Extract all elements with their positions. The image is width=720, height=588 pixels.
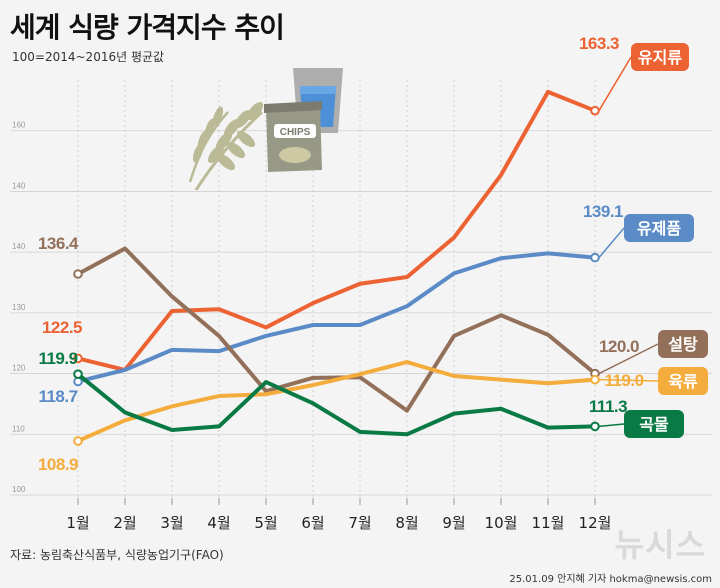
series-name-label: 육류	[668, 372, 698, 391]
series-설탕: 136.4 120.0 설탕	[38, 234, 708, 413]
x-tick-label: 11월	[532, 514, 565, 532]
x-axis-labels: 1월 2월 3월 4월 5월 6월 7월 8월 9월 10월 11월 12월	[66, 514, 611, 532]
y-tick-label: 120	[12, 364, 26, 373]
y-tick-label: 100	[12, 485, 26, 494]
start-value-label: 122.5	[42, 318, 82, 337]
series-name-label: 유제품	[637, 219, 681, 238]
x-tick-label: 4월	[207, 514, 230, 532]
y-tick-label: 140	[12, 242, 26, 251]
leader-line	[598, 423, 625, 428]
series-name-badge	[624, 214, 694, 242]
data-point	[590, 374, 600, 385]
series-유지류: 122.5 163.3 유지류	[42, 34, 689, 372]
series-name-badge	[658, 367, 708, 395]
data-point	[590, 252, 600, 263]
leader-line	[598, 56, 632, 112]
y-tick-label: 140	[12, 181, 26, 190]
y-tick-label: 130	[12, 303, 26, 312]
end-value-label: 111.3	[589, 397, 627, 416]
series-line	[76, 372, 597, 437]
series-line	[76, 251, 597, 384]
start-value-label: 119.9	[38, 349, 77, 368]
leader-line	[598, 378, 659, 382]
start-value-label: 108.9	[38, 455, 78, 474]
data-point	[73, 369, 83, 379]
wheat-icon	[188, 101, 264, 191]
watermark-logo: 뉴시스	[614, 526, 706, 564]
chart-title: 세계 식량 가격지수 추이	[10, 11, 285, 44]
end-value-label: 163.3	[579, 34, 619, 53]
chart-subtitle: 100=2014~2016년 평균값	[12, 50, 165, 64]
x-tick-label: 2월	[113, 514, 136, 532]
credit-line: 25.01.09 안지혜 기자 hokma@newsis.com	[509, 574, 712, 585]
x-tick-label: 7월	[348, 514, 371, 532]
x-tick-label: 9월	[442, 514, 465, 532]
series-곡물: 119.9 111.3 곡물	[38, 349, 684, 438]
series-line	[76, 360, 597, 443]
month-guide-lines	[77, 80, 596, 505]
x-tick-label: 6월	[301, 514, 324, 532]
y-tick-label: 160	[12, 121, 26, 130]
series-name-badge	[658, 330, 708, 358]
series-line	[76, 89, 597, 372]
start-value-label: 118.7	[38, 387, 77, 406]
data-point	[590, 421, 600, 432]
series-name-label: 설탕	[668, 335, 698, 354]
source-note: 자료: 농림축산식품부, 식량농업기구(FAO)	[10, 548, 224, 562]
y-axis-labels: 100 110 120 130 140 140 160	[12, 121, 26, 494]
data-point	[73, 353, 83, 364]
series-name-badge	[624, 410, 684, 438]
y-tick-label: 110	[12, 424, 25, 433]
series-name-badge	[631, 43, 689, 71]
grid-lines	[10, 130, 712, 496]
data-point	[590, 105, 600, 116]
data-point	[73, 269, 83, 279]
series-line	[76, 246, 597, 413]
series-유제품: 118.7 139.1 유제품	[38, 202, 694, 406]
x-tick-label: 8월	[395, 514, 418, 532]
end-value-label: 139.1	[583, 202, 623, 221]
series-lines: 122.5 163.3 유지류 118.7 139.1 유제품 136.4 120.0 설탕 10…	[38, 34, 708, 474]
start-value-label: 136.4	[38, 234, 79, 253]
leader-line	[598, 343, 659, 375]
food-illustration: CHIPS	[188, 68, 343, 191]
chips-label: CHIPS	[280, 127, 311, 138]
chips-bag-icon: CHIPS	[264, 101, 322, 172]
leader-line	[598, 227, 625, 259]
end-value-label: 120.0	[599, 337, 639, 356]
series-name-label: 유지류	[638, 48, 682, 67]
x-tick-label: 5월	[254, 514, 277, 532]
x-tick-label: 1월	[66, 514, 89, 532]
data-point	[73, 436, 83, 446]
series-name-label: 곡물	[639, 415, 669, 434]
x-tick-label: 12월	[579, 514, 612, 532]
x-tick-label: 3월	[160, 514, 183, 532]
x-tick-label: 10월	[485, 514, 518, 532]
